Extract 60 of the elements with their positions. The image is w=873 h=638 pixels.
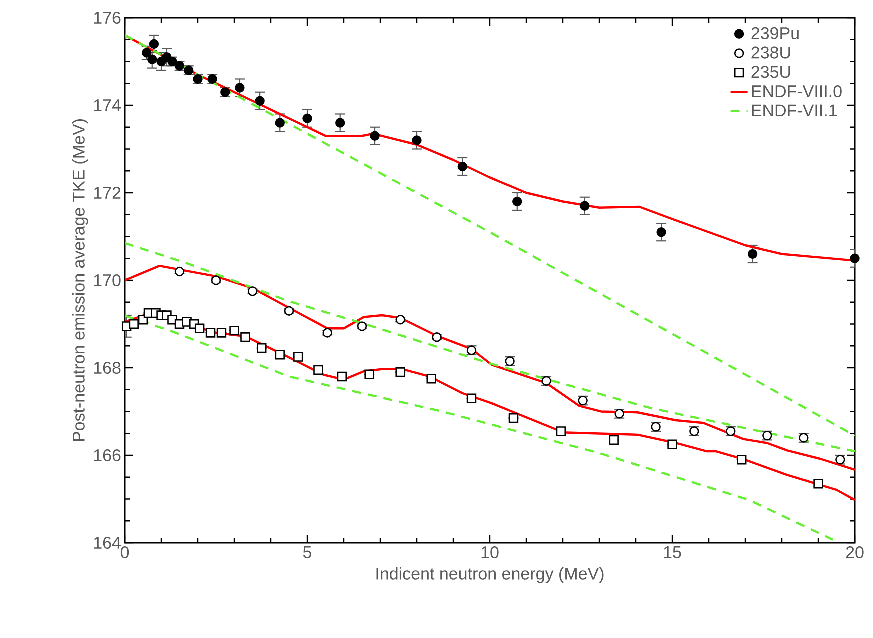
line-series bbox=[125, 264, 856, 472]
point bbox=[211, 276, 222, 286]
line-series bbox=[125, 314, 834, 542]
point bbox=[466, 394, 477, 404]
point bbox=[314, 365, 324, 376]
point bbox=[748, 249, 758, 260]
point bbox=[814, 479, 824, 489]
x-tick-label: 10 bbox=[482, 546, 499, 559]
x-tick-label: 5 bbox=[303, 546, 312, 558]
point bbox=[364, 370, 374, 380]
point bbox=[257, 343, 267, 354]
point bbox=[396, 315, 406, 325]
point bbox=[322, 328, 332, 338]
line-series bbox=[125, 242, 856, 453]
point bbox=[194, 324, 205, 334]
point bbox=[609, 435, 619, 446]
point bbox=[508, 413, 519, 424]
y-tick-label: 170 bbox=[94, 274, 121, 287]
point bbox=[426, 374, 436, 384]
x-tick-label: 20 bbox=[846, 546, 864, 559]
legend-label: 239Pu bbox=[752, 27, 799, 40]
x-tick-label: 0 bbox=[120, 546, 130, 559]
point bbox=[302, 114, 312, 124]
x-tick-label: 15 bbox=[664, 546, 682, 558]
point bbox=[174, 266, 185, 277]
point bbox=[458, 162, 468, 172]
point bbox=[168, 315, 178, 325]
y-axis-title: Post-neutron emission average TKE (MeV) bbox=[72, 120, 88, 442]
point bbox=[337, 372, 348, 382]
legend-label: ENDF-VIII.0 bbox=[752, 85, 842, 98]
y-tick-label: 166 bbox=[94, 449, 121, 462]
point bbox=[737, 455, 747, 465]
x-axis-title: Indicent neutron energy (MeV) bbox=[376, 567, 604, 584]
y-tick-label: 172 bbox=[94, 187, 121, 199]
point bbox=[656, 228, 666, 238]
point bbox=[230, 326, 240, 336]
point bbox=[294, 352, 304, 362]
point bbox=[336, 118, 346, 128]
point bbox=[255, 96, 265, 106]
point bbox=[512, 196, 522, 207]
point bbox=[240, 332, 250, 342]
y-tick-label: 168 bbox=[94, 362, 121, 374]
point bbox=[396, 368, 406, 378]
legend-label: ENDF-VII.1 bbox=[752, 104, 837, 117]
point bbox=[275, 350, 285, 360]
point bbox=[580, 201, 590, 211]
point bbox=[850, 254, 860, 264]
point bbox=[248, 286, 258, 296]
point bbox=[235, 83, 245, 93]
legend-label: 235U bbox=[752, 66, 790, 78]
y-tick-label: 174 bbox=[94, 100, 121, 112]
point bbox=[556, 426, 566, 436]
point bbox=[370, 131, 380, 141]
y-tick-label: 176 bbox=[94, 12, 121, 24]
y-tick-label: 164 bbox=[94, 536, 121, 550]
point bbox=[275, 118, 285, 128]
legend-label: 238U bbox=[752, 46, 790, 59]
point bbox=[668, 440, 678, 450]
point bbox=[129, 319, 139, 330]
point bbox=[412, 136, 422, 146]
